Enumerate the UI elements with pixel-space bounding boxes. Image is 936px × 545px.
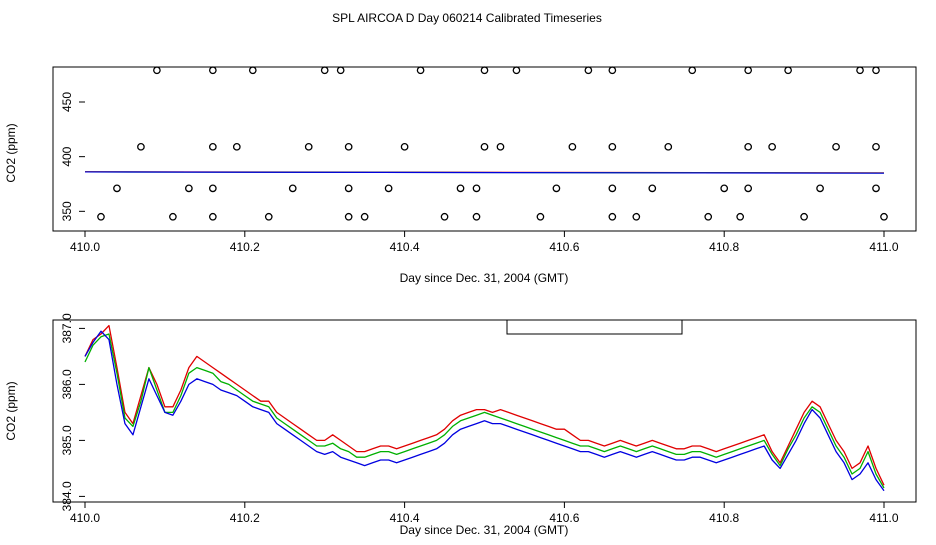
top-data-point — [304, 142, 313, 151]
top-data-point — [816, 184, 824, 193]
bottom-y-tick-label: 385.0 — [60, 425, 74, 455]
top-y-tick-label: 450 — [60, 92, 74, 112]
bottom-x-tick-label: 410.8 — [709, 511, 739, 525]
top-data-point — [208, 184, 217, 193]
bottom-x-tick-label: 411.0 — [869, 511, 898, 525]
top-data-point — [608, 142, 617, 151]
top-series-line-blue — [84, 171, 885, 174]
bottom-panel: 410.0 410.2 410.4 410.6 410.8 411.0 384.0 385.0… — [4, 313, 917, 537]
bottom-x-tick-label: 410.6 — [549, 511, 579, 525]
top-y-tick-label: 350 — [60, 201, 74, 221]
bottom-axes: 410.0 410.2 410.4 410.6 410.8 411.0 384.0 385.0… — [60, 313, 899, 525]
top-data-point — [360, 212, 369, 221]
top-data-point — [872, 184, 880, 193]
top-data-point — [704, 212, 713, 221]
bottom-y-tick-label: 387.0 — [60, 313, 74, 343]
top-x-tick-label: 410.2 — [230, 240, 260, 254]
top-x-tick-label: 410.6 — [549, 240, 579, 254]
bottom-plot-frame — [52, 319, 917, 503]
top-data-point — [608, 66, 617, 75]
bottom-y-tick-label: 384.0 — [60, 481, 74, 511]
bottom-marks — [84, 324, 885, 492]
top-data-point — [688, 66, 697, 75]
top-axes: 410.0 410.2 410.4 410.6 410.8 411.0 350 400 450 — [60, 92, 899, 254]
top-data-point — [800, 212, 808, 221]
bottom-x-tick-label: 410.4 — [390, 511, 420, 525]
top-data-point — [744, 142, 753, 151]
top-data-point — [608, 184, 617, 193]
top-data-point — [344, 212, 353, 221]
top-marks — [84, 66, 888, 221]
top-data-point — [536, 212, 545, 221]
top-data-point — [584, 66, 593, 75]
top-data-point — [264, 212, 273, 221]
top-x-tick-label: 410.0 — [70, 240, 100, 254]
top-data-point — [336, 66, 345, 75]
top-data-point — [856, 66, 864, 75]
top-data-point — [456, 184, 465, 193]
top-data-point — [400, 142, 409, 151]
top-data-point — [440, 212, 449, 221]
top-data-point — [344, 184, 353, 193]
top-data-point — [496, 142, 505, 151]
top-data-point — [480, 66, 489, 75]
top-data-point — [480, 142, 489, 151]
top-data-point — [208, 66, 217, 75]
top-x-axis-label: Day since Dec. 31, 2004 (GMT) — [400, 271, 569, 285]
bottom-legend-box — [506, 319, 683, 335]
top-data-point — [512, 66, 521, 75]
top-data-point — [880, 212, 888, 221]
top-data-point — [248, 66, 257, 75]
top-data-point — [552, 184, 561, 193]
top-data-point — [784, 66, 792, 75]
top-data-point — [185, 184, 193, 193]
top-data-point — [113, 184, 121, 193]
top-data-point — [872, 142, 880, 151]
top-data-point — [137, 142, 145, 151]
top-data-point — [153, 66, 161, 75]
top-data-point — [208, 212, 217, 221]
bottom-series-line-red — [84, 324, 885, 486]
top-data-point — [648, 184, 657, 193]
top-data-point — [288, 184, 297, 193]
top-data-point — [97, 212, 105, 221]
top-data-point — [744, 184, 753, 193]
top-data-point — [768, 142, 776, 151]
top-data-point — [664, 142, 673, 151]
top-x-tick-label: 410.4 — [390, 240, 420, 254]
top-data-point — [208, 142, 217, 151]
top-data-point — [472, 184, 481, 193]
bottom-y-axis-label: CO2 (ppm) — [4, 381, 18, 440]
top-data-point — [720, 184, 729, 193]
bottom-x-tick-label: 410.0 — [70, 511, 100, 525]
top-data-point — [320, 66, 329, 75]
bottom-series-line-green — [84, 333, 885, 489]
top-y-tick-label: 400 — [60, 146, 74, 166]
top-data-point — [608, 212, 617, 221]
page-title: SPL AIRCOA D Day 060214 Calibrated Times… — [332, 11, 602, 25]
bottom-x-axis-label: Day since Dec. 31, 2004 (GMT) — [400, 523, 569, 537]
top-data-point — [832, 142, 840, 151]
top-data-point — [344, 142, 353, 151]
top-data-point — [632, 212, 641, 221]
top-y-axis-label: CO2 (ppm) — [4, 123, 18, 182]
top-data-point — [872, 66, 880, 75]
top-x-tick-label: 410.8 — [709, 240, 739, 254]
top-data-point — [736, 212, 745, 221]
top-panel: 410.0 410.2 410.4 410.6 410.8 411.0350400450 … — [4, 66, 917, 285]
top-plot-frame — [52, 66, 917, 232]
top-data-point — [472, 212, 481, 221]
top-data-point — [232, 142, 241, 151]
bottom-y-tick-label: 386.0 — [60, 369, 74, 399]
bottom-x-tick-label: 410.2 — [230, 511, 260, 525]
bottom-series-line-blue — [84, 330, 885, 492]
top-data-point — [169, 212, 177, 221]
top-data-point — [416, 66, 425, 75]
top-data-point — [744, 66, 753, 75]
top-data-point — [384, 184, 393, 193]
top-data-point — [568, 142, 577, 151]
top-x-tick-label: 411.0 — [869, 240, 898, 254]
